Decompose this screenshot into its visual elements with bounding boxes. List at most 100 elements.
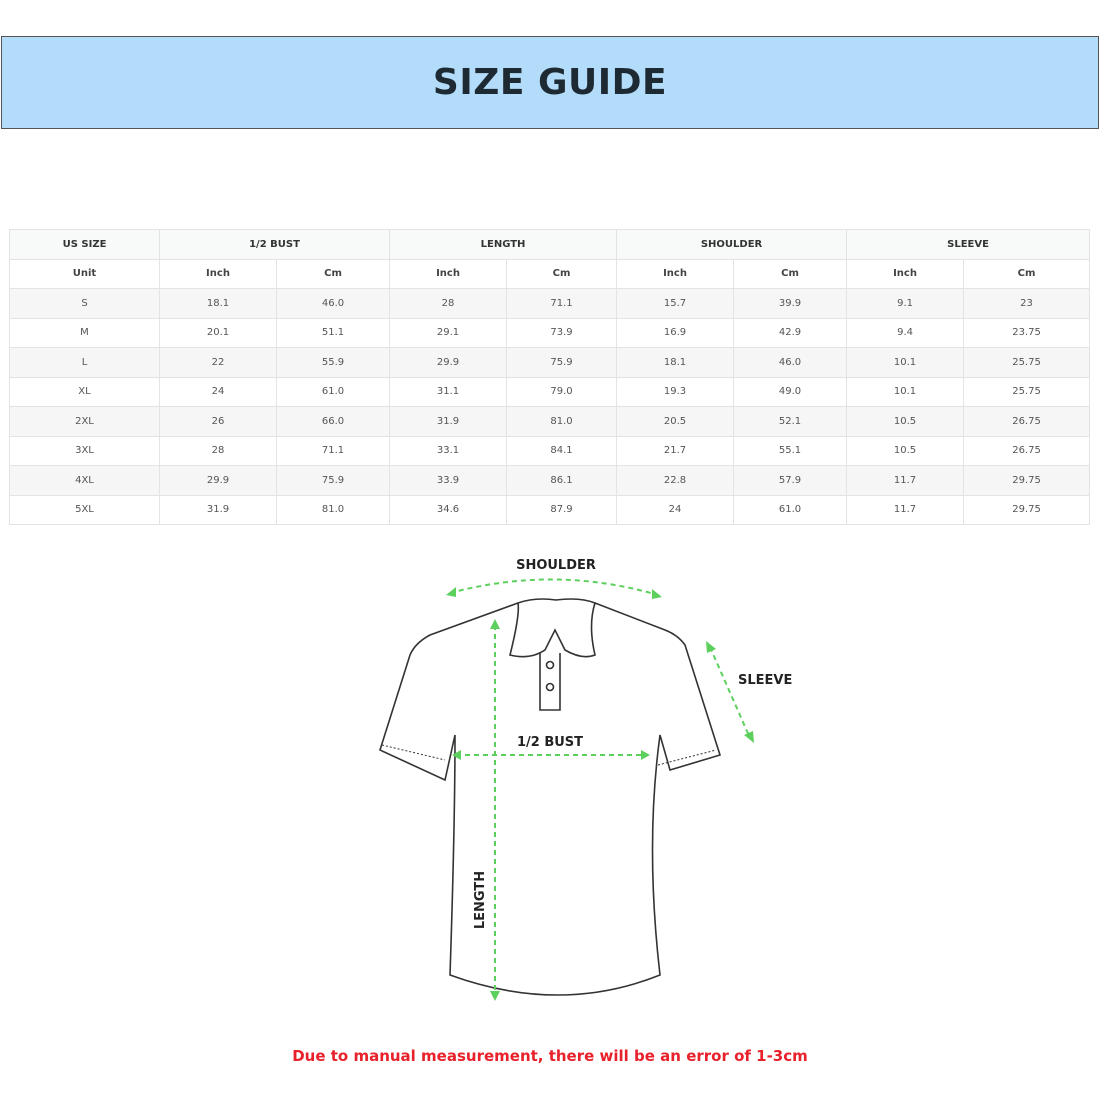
table-cell: 11.7 (846, 465, 965, 496)
size-cell: S (9, 288, 160, 319)
table-cell: 71.1 (275, 435, 391, 466)
shirt-diagram: SHOULDER SLEEVE 1/2 BUST LENGTH (379, 558, 792, 1001)
table-row: S 18.1 46.0 28 71.1 15.7 39.9 9.1 23 (9, 288, 1091, 319)
group-header: 1/2 BUST (158, 229, 391, 260)
table-cell: 29.9 (159, 465, 277, 496)
table-cell: 51.1 (275, 317, 391, 348)
table-cell: 71.1 (506, 288, 618, 319)
table-cell: 34.6 (389, 494, 508, 525)
size-cell: L (9, 347, 160, 378)
table-cell: 11.7 (846, 494, 965, 525)
table-cell: 10.5 (846, 406, 965, 437)
table-cell: 23 (963, 288, 1091, 319)
table-cell: 24 (616, 494, 735, 525)
group-header: US SIZE (9, 229, 160, 260)
size-cell: 2XL (9, 406, 160, 437)
table-cell: 46.0 (275, 288, 391, 319)
size-cell: XL (9, 376, 160, 407)
table-cell: 31.1 (389, 376, 508, 407)
size-cell: 3XL (9, 435, 160, 466)
table-cell: 61.0 (275, 376, 391, 407)
shoulder-label: SHOULDER (516, 558, 596, 573)
table-cell: 24 (159, 376, 277, 407)
table-row: 4XL 29.9 75.9 33.9 86.1 22.8 57.9 11.7 29.75 (9, 465, 1091, 496)
size-table: US SIZE 1/2 BUST LENGTH SHOULDER SLEEVE Unit I… (9, 229, 1091, 525)
table-cell: 84.1 (506, 435, 618, 466)
table-cell: 52.1 (733, 406, 848, 437)
group-header: LENGTH (389, 229, 618, 260)
table-row: L 22 55.9 29.9 75.9 18.1 46.0 10.1 25.75 (9, 347, 1091, 378)
table-cell: 73.9 (506, 317, 618, 348)
measure-arrows (449, 578, 751, 997)
unit-header: Cm (733, 258, 848, 289)
page-title: SIZE GUIDE (432, 62, 668, 103)
table-cell: 49.0 (733, 376, 848, 407)
table-cell: 28 (159, 435, 277, 466)
unit-header-row: Unit Inch Cm Inch Cm Inch Cm Inch Cm (9, 258, 1091, 289)
table-cell: 42.9 (733, 317, 848, 348)
bust-label: 1/2 BUST (517, 735, 583, 750)
unit-header: Inch (159, 258, 277, 289)
group-header: SHOULDER (616, 229, 848, 260)
table-cell: 75.9 (506, 347, 618, 378)
table-cell: 29.75 (963, 494, 1091, 525)
table-cell: 10.5 (846, 435, 965, 466)
table-cell: 31.9 (159, 494, 277, 525)
table-cell: 20.5 (616, 406, 735, 437)
table-cell: 39.9 (733, 288, 848, 319)
table-row: 2XL 26 66.0 31.9 81.0 20.5 52.1 10.5 26.75 (9, 406, 1091, 437)
table-cell: 31.9 (389, 406, 508, 437)
table-row: 3XL 28 71.1 33.1 84.1 21.7 55.1 10.5 26.75 (9, 435, 1091, 466)
table-cell: 29.9 (389, 347, 508, 378)
size-cell: M (9, 317, 160, 348)
table-cell: 26 (159, 406, 277, 437)
table-cell: 81.0 (275, 494, 391, 525)
title-banner: SIZE GUIDE (1, 36, 1099, 129)
sleeve-label: SLEEVE (738, 673, 792, 688)
table-row: XL 24 61.0 31.1 79.0 19.3 49.0 10.1 25.75 (9, 376, 1091, 407)
table-cell: 15.7 (616, 288, 735, 319)
table-cell: 66.0 (275, 406, 391, 437)
table-cell: 81.0 (506, 406, 618, 437)
table-cell: 26.75 (963, 406, 1091, 437)
unit-header: Unit (9, 258, 160, 289)
table-cell: 33.1 (389, 435, 508, 466)
table-cell: 55.9 (275, 347, 391, 378)
table-cell: 55.1 (733, 435, 848, 466)
table-cell: 61.0 (733, 494, 848, 525)
table-cell: 86.1 (506, 465, 618, 496)
size-cell: 4XL (9, 465, 160, 496)
length-label: LENGTH (473, 871, 488, 929)
table-cell: 9.1 (846, 288, 965, 319)
unit-header: Cm (963, 258, 1091, 289)
group-header: SLEEVE (846, 229, 1091, 260)
table-cell: 18.1 (159, 288, 277, 319)
table-cell: 10.1 (846, 376, 965, 407)
table-row: 5XL 31.9 81.0 34.6 87.9 24 61.0 11.7 29.75 (9, 494, 1091, 525)
table-cell: 46.0 (733, 347, 848, 378)
table-cell: 26.75 (963, 435, 1091, 466)
table-cell: 28 (389, 288, 508, 319)
table-cell: 10.1 (846, 347, 965, 378)
table-cell: 29.1 (389, 317, 508, 348)
shirt-outline (379, 598, 722, 996)
table-cell: 18.1 (616, 347, 735, 378)
table-cell: 19.3 (616, 376, 735, 407)
table-cell: 20.1 (159, 317, 277, 348)
table-cell: 57.9 (733, 465, 848, 496)
unit-header: Cm (275, 258, 391, 289)
unit-header: Inch (846, 258, 965, 289)
table-cell: 22.8 (616, 465, 735, 496)
size-cell: 5XL (9, 494, 160, 525)
group-header-row: US SIZE 1/2 BUST LENGTH SHOULDER SLEEVE (9, 229, 1091, 260)
table-cell: 9.4 (846, 317, 965, 348)
table-cell: 25.75 (963, 347, 1091, 378)
table-cell: 23.75 (963, 317, 1091, 348)
unit-header: Inch (616, 258, 735, 289)
table-cell: 33.9 (389, 465, 508, 496)
table-cell: 87.9 (506, 494, 618, 525)
table-cell: 25.75 (963, 376, 1091, 407)
table-cell: 16.9 (616, 317, 735, 348)
arrow-heads (446, 587, 754, 1001)
table-cell: 21.7 (616, 435, 735, 466)
